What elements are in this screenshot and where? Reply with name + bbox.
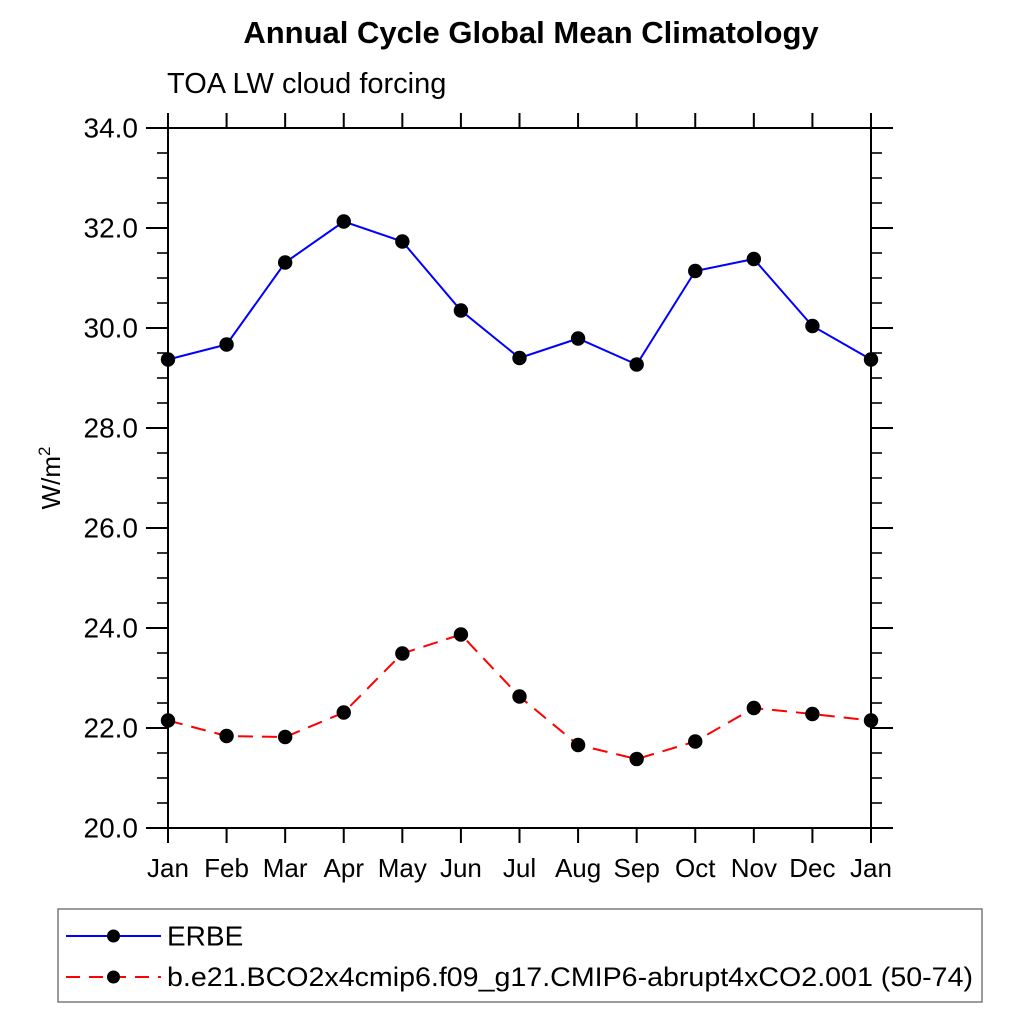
x-tick-label: Jun [440, 853, 482, 883]
data-point-marker [453, 303, 469, 318]
data-point-marker [570, 331, 586, 346]
data-point-marker [219, 728, 234, 744]
data-point-marker [336, 705, 351, 720]
y-tick-label: 30.0 [84, 313, 139, 344]
data-point-marker [277, 729, 293, 745]
data-point-marker [746, 251, 762, 267]
x-tick-label: Oct [675, 853, 716, 883]
x-tick-label: Aug [555, 853, 601, 883]
data-point-marker [629, 751, 644, 767]
x-tick-label: May [378, 853, 427, 883]
x-tick-label: Jan [147, 853, 189, 883]
x-tick-label: Jul [503, 853, 536, 883]
y-tick-label: 22.0 [84, 713, 139, 744]
y-tick-label: 26.0 [84, 513, 139, 544]
x-tick-label: Nov [731, 853, 777, 883]
data-point-marker [395, 234, 410, 249]
x-tick-label: Apr [324, 853, 365, 883]
data-point-marker [336, 214, 351, 229]
y-tick-label: 24.0 [84, 613, 139, 644]
data-point-marker [395, 646, 410, 661]
data-point-marker [512, 350, 527, 366]
chart-frame [167, 127, 872, 829]
data-point-marker [688, 263, 703, 279]
chart-subtitle: TOA LW cloud forcing [167, 68, 447, 100]
legend-marker-1 [107, 970, 120, 984]
data-point-marker [746, 700, 762, 716]
data-point-marker [453, 627, 469, 642]
x-tick-label: Dec [789, 853, 835, 883]
data-point-marker [219, 337, 234, 352]
data-point-marker [277, 255, 293, 270]
data-point-marker [160, 713, 176, 728]
y-tick-label: 28.0 [84, 413, 139, 444]
x-tick-label: Jan [850, 853, 892, 883]
data-point-marker [863, 713, 879, 728]
legend-label-1: b.e21.BCO2x4cmip6.f09_g17.CMIP6-abrupt4x… [167, 962, 973, 992]
data-point-marker [805, 706, 820, 722]
data-point-marker [805, 318, 820, 334]
legend-marker-0 [107, 929, 120, 943]
legend-label-0: ERBE [167, 921, 243, 952]
chart-title: Annual Cycle Global Mean Climatology [243, 15, 819, 50]
data-point-marker [570, 737, 586, 753]
data-point-marker [688, 734, 703, 749]
x-tick-label: Mar [263, 853, 308, 883]
data-point-marker [629, 357, 644, 372]
data-point-marker [512, 689, 527, 704]
data-point-marker [160, 352, 176, 367]
x-tick-label: Feb [204, 853, 249, 883]
series-line-0 [167, 220, 872, 366]
data-point-marker [863, 352, 879, 367]
y-tick-label: 20.0 [84, 813, 139, 844]
y-tick-label: 32.0 [84, 213, 139, 244]
legend-box [57, 908, 983, 1003]
x-tick-label: Sep [614, 853, 660, 883]
y-tick-label: 34.0 [84, 113, 139, 144]
